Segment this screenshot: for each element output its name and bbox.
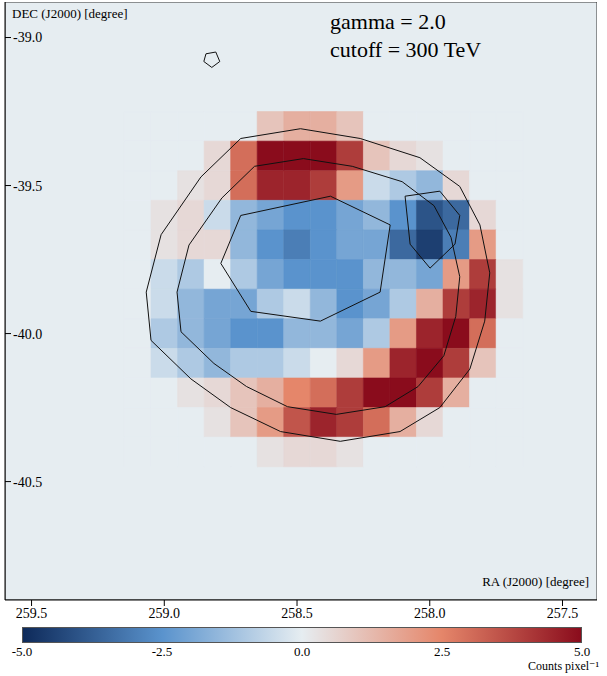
svg-text:-40.5: -40.5 bbox=[13, 475, 42, 490]
html-text:gamma = 2.0: gamma = 2.0 bbox=[330, 9, 446, 34]
svg-text:259.0: 259.0 bbox=[149, 606, 181, 621]
html-text:5.0: 5.0 bbox=[573, 644, 591, 659]
html-text:Counts pixel⁻¹: Counts pixel⁻¹ bbox=[528, 659, 599, 673]
svg-text:257.5: 257.5 bbox=[547, 606, 579, 621]
svg-text:-39.5: -39.5 bbox=[13, 179, 42, 194]
svg-text:-39.0: -39.0 bbox=[13, 30, 42, 45]
html-text:DEC (J2000) [degree]: DEC (J2000) [degree] bbox=[12, 6, 128, 21]
html-text:RA (J2000) [degree]: RA (J2000) [degree] bbox=[482, 574, 589, 589]
svg-text:259.5: 259.5 bbox=[16, 606, 48, 621]
svg-text:258.5: 258.5 bbox=[281, 606, 313, 621]
svg-text:-40.0: -40.0 bbox=[13, 327, 42, 342]
html-text:-2.5: -2.5 bbox=[151, 644, 173, 659]
svg-text:258.0: 258.0 bbox=[414, 606, 446, 621]
html-text:-5.0: -5.0 bbox=[11, 644, 33, 659]
html-text:cutoff = 300 TeV: cutoff = 300 TeV bbox=[330, 37, 482, 62]
html-text:2.5: 2.5 bbox=[433, 644, 451, 659]
html-text:0.0: 0.0 bbox=[293, 644, 311, 659]
